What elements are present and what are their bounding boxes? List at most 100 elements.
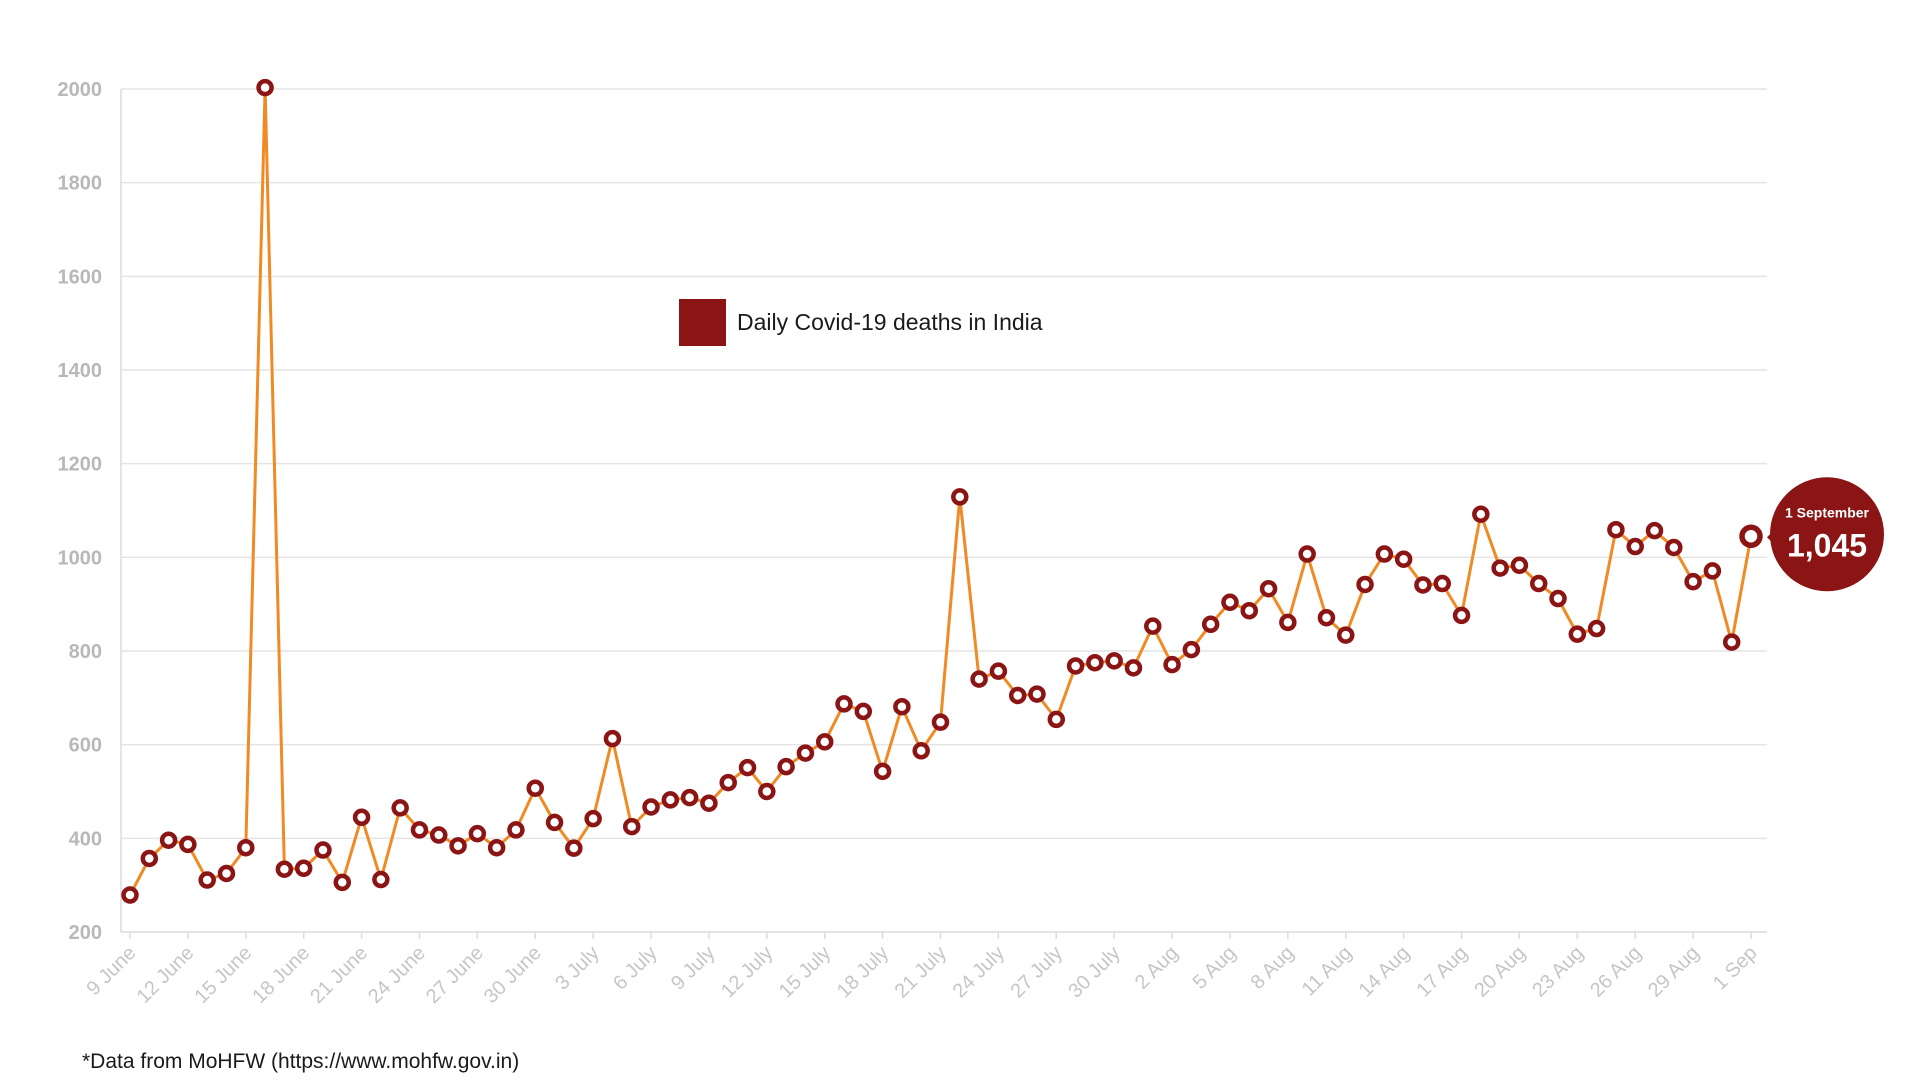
data-point: [758, 782, 776, 801]
data-point: [1086, 653, 1104, 672]
data-point: [352, 808, 371, 827]
x-tick-label: 24 June: [364, 942, 430, 1008]
data-point: [1452, 606, 1471, 625]
y-tick-label: 1400: [58, 360, 103, 382]
x-tick-label: 8 Aug: [1247, 942, 1299, 994]
x-tick-label: 1 Sep: [1709, 942, 1762, 995]
callout-date: 1 September: [1785, 504, 1870, 520]
data-point: [603, 729, 622, 748]
x-tick-label: 9 June: [83, 942, 141, 1000]
data-point: [1279, 613, 1297, 632]
x-tick-label: 30 July: [1064, 942, 1124, 1002]
data-point: [970, 670, 988, 688]
x-tick-label: 11 Aug: [1298, 942, 1357, 1001]
data-point: [217, 864, 236, 883]
x-tick-label: 21 June: [306, 942, 372, 1008]
x-tick-label: 6 July: [609, 942, 662, 995]
data-point: [815, 733, 834, 751]
data-point: [1568, 625, 1587, 643]
data-point: [951, 488, 969, 506]
x-tick-label: 23 Aug: [1528, 942, 1588, 1002]
data-point: [468, 824, 487, 843]
data-point: [333, 873, 352, 892]
data-point: [140, 849, 159, 868]
y-tick-label: 1800: [58, 173, 103, 195]
data-point: [912, 742, 930, 760]
legend: Daily Covid-19 deaths in India: [679, 299, 1043, 346]
data-point: [526, 779, 544, 797]
data-point: [1221, 593, 1239, 612]
data-point: [1510, 556, 1529, 575]
data-point: [507, 821, 525, 839]
data-point: [1144, 617, 1162, 635]
data-point: [314, 841, 332, 859]
data-point: [796, 744, 815, 762]
data-point: [1607, 520, 1625, 539]
data-point: [1163, 655, 1181, 674]
data-point: [680, 788, 699, 807]
x-tick-label: 15 July: [775, 942, 835, 1002]
data-point: [179, 835, 197, 854]
data-point: [449, 837, 467, 855]
data-point: [584, 809, 602, 828]
data-point: [275, 860, 294, 878]
x-tick-label: 14 Aug: [1355, 942, 1415, 1002]
legend-label: Daily Covid-19 deaths in India: [737, 309, 1043, 335]
data-point: [430, 826, 448, 844]
x-tick-label: 27 June: [422, 942, 488, 1008]
data-point: [1549, 589, 1567, 608]
data-point: [931, 713, 950, 731]
y-tick-label: 1000: [58, 547, 103, 569]
x-tick-label: 5 Aug: [1189, 942, 1241, 994]
data-point: [372, 870, 390, 889]
axes: [120, 89, 1767, 939]
grid-lines: [121, 88, 1767, 840]
data-point: [1066, 657, 1085, 675]
data-point: [565, 839, 583, 857]
data-point: [256, 78, 274, 97]
series-daily-deaths: [121, 78, 1763, 904]
data-point: [661, 791, 680, 809]
data-point: [835, 695, 853, 713]
x-tick-label: 26 Aug: [1586, 942, 1646, 1002]
data-point: [1356, 575, 1374, 594]
data-point: [121, 886, 139, 904]
data-point: [1739, 524, 1763, 549]
data-point: [487, 838, 506, 857]
x-tick-label: 20 Aug: [1470, 942, 1530, 1002]
data-point: [545, 813, 564, 832]
data-point: [1394, 550, 1413, 568]
data-point: [1008, 686, 1027, 705]
y-tick-label: 800: [69, 641, 102, 663]
data-point: [410, 821, 429, 839]
data-point: [1587, 619, 1606, 638]
data-point: [159, 831, 178, 849]
y-tick-label: 1600: [58, 266, 103, 288]
x-tick-label: 18 June: [248, 942, 314, 1008]
source-note: *Data from MoHFW (https://www.mohfw.gov.…: [82, 1050, 520, 1073]
data-point: [738, 758, 757, 777]
x-tick-label: 12 June: [133, 942, 199, 1008]
data-point: [294, 859, 313, 878]
data-point: [1645, 521, 1664, 540]
x-tick-label: 15 June: [190, 942, 256, 1008]
data-point: [854, 702, 873, 721]
data-point: [237, 838, 255, 857]
y-tick-label: 400: [69, 828, 102, 850]
x-tick-label: 18 July: [833, 942, 893, 1002]
data-point: [1124, 659, 1143, 677]
data-point: [989, 662, 1008, 680]
data-point: [1472, 505, 1490, 523]
data-point: [1529, 574, 1548, 593]
y-tick-label: 600: [69, 735, 102, 757]
data-point: [1047, 710, 1066, 729]
y-tick-label: 1200: [58, 454, 103, 476]
data-point: [700, 794, 718, 812]
x-tick-label: 24 July: [949, 942, 1009, 1002]
x-tick-label: 12 July: [717, 942, 777, 1002]
callout-bubble: [1770, 477, 1884, 592]
data-point: [1337, 626, 1355, 644]
data-point: [1684, 572, 1702, 591]
